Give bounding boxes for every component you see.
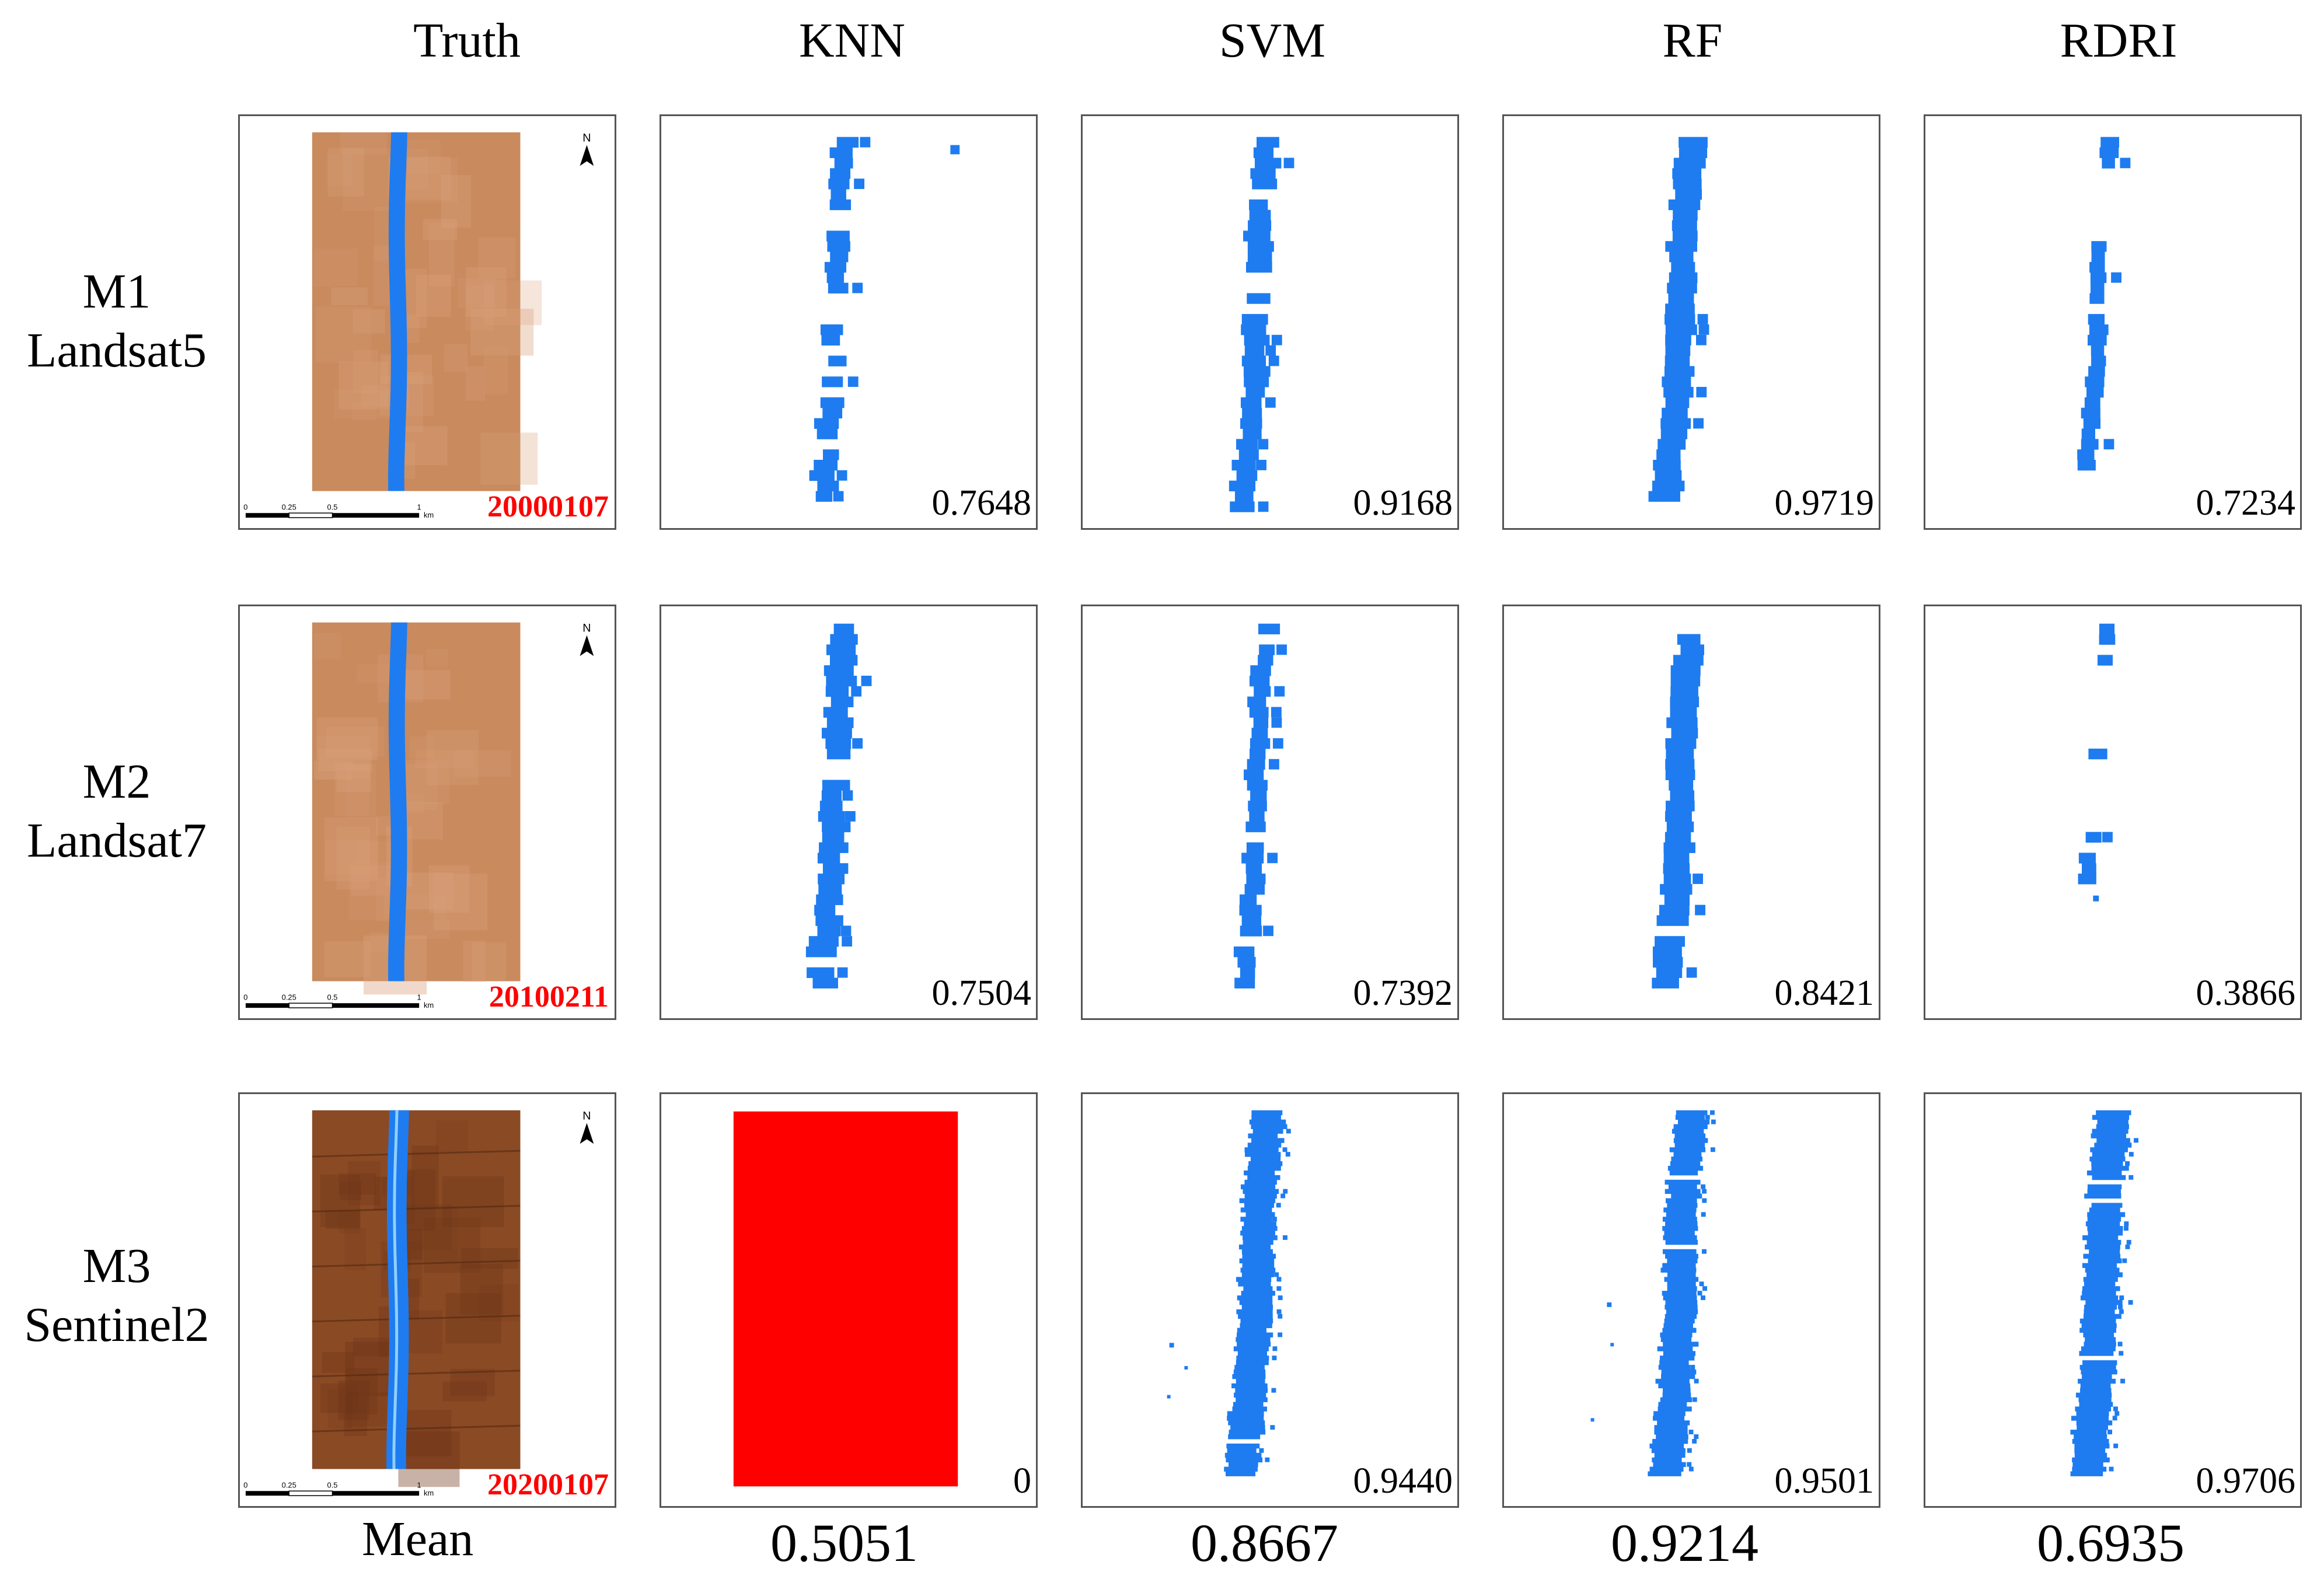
column-header-knn: KNN bbox=[799, 13, 905, 68]
scale-unit-label: km bbox=[424, 1001, 434, 1009]
north-label: N bbox=[582, 1110, 591, 1123]
north-arrow-icon: N bbox=[580, 132, 594, 166]
water-mask bbox=[809, 137, 960, 502]
scale-tick-label: 0 bbox=[243, 1480, 247, 1489]
accuracy-score: 0.8421 bbox=[1774, 973, 1875, 1013]
scale-tick-label: 0.25 bbox=[282, 993, 296, 1001]
column-header-rf: RF bbox=[1662, 13, 1723, 68]
acquisition-date: 20200107 bbox=[487, 1468, 609, 1501]
mean-value-knn: 0.5051 bbox=[770, 1513, 918, 1573]
river-shape bbox=[388, 622, 407, 981]
acquisition-date: 20000107 bbox=[487, 490, 609, 523]
accuracy-score: 0.9501 bbox=[1774, 1461, 1875, 1501]
water-mask bbox=[2078, 623, 2116, 902]
panel-rdri-m3: 0.9706 bbox=[1924, 1092, 2302, 1508]
scale-tick-label: 0 bbox=[243, 502, 247, 511]
water-mask bbox=[1652, 634, 1705, 988]
scale-tick-label: 0.5 bbox=[327, 502, 338, 511]
row-label-m3: M3 Sentinel2 bbox=[0, 1237, 233, 1355]
mean-value-rdri: 0.6935 bbox=[2037, 1513, 2185, 1573]
row-label-m1: M1 Landsat5 bbox=[0, 263, 233, 380]
panel-knn-m1: 0.7648 bbox=[659, 114, 1038, 530]
mean-value-rf: 0.9214 bbox=[1611, 1513, 1758, 1573]
river-shape bbox=[388, 132, 407, 491]
north-label: N bbox=[582, 132, 591, 145]
panel-knn-m3: 0 bbox=[659, 1092, 1038, 1508]
panel-truth-m2: N 0 0.25 0.5 1 km 20100211 bbox=[238, 605, 616, 1020]
water-mask bbox=[2070, 1110, 2138, 1476]
scale-tick-label: 1 bbox=[417, 1480, 421, 1489]
water-mask bbox=[1229, 137, 1294, 512]
water-mask bbox=[2077, 137, 2131, 471]
column-header-truth: Truth bbox=[413, 13, 521, 68]
accuracy-score: 0.7504 bbox=[931, 973, 1032, 1013]
scale-tick-label: 0.5 bbox=[327, 1480, 338, 1489]
scale-tick-label: 0.5 bbox=[327, 993, 338, 1001]
scale-bar: 0 0.25 0.5 1km bbox=[243, 502, 434, 519]
acquisition-date: 20100211 bbox=[488, 980, 609, 1014]
panel-svm-m1: 0.9168 bbox=[1081, 114, 1459, 530]
accuracy-score: 0.7234 bbox=[2196, 483, 2296, 523]
column-header-svm: SVM bbox=[1219, 13, 1326, 68]
panel-rf-m3: 0.9501 bbox=[1502, 1092, 1880, 1508]
panel-rdri-m2: 0.3866 bbox=[1924, 605, 2302, 1020]
accuracy-score: 0.3866 bbox=[2196, 973, 2296, 1013]
row-sensor: Landsat5 bbox=[27, 323, 207, 378]
accuracy-score: 0.7648 bbox=[931, 483, 1032, 523]
mean-label: Mean bbox=[362, 1512, 474, 1566]
satellite-image bbox=[312, 132, 542, 491]
scale-bar: 0 0.25 0.5 1km bbox=[243, 1480, 434, 1497]
mean-value-svm: 0.8667 bbox=[1191, 1513, 1338, 1573]
panel-svm-m2: 0.7392 bbox=[1081, 605, 1459, 1020]
water-mask bbox=[1233, 623, 1287, 988]
accuracy-score: 0.9168 bbox=[1353, 483, 1453, 523]
water-mask bbox=[1167, 1110, 1291, 1476]
scale-tick-label: 1 bbox=[417, 993, 421, 1001]
north-arrow-icon: N bbox=[580, 1110, 594, 1144]
row-sensor: Sentinel2 bbox=[24, 1297, 210, 1352]
water-mask bbox=[1590, 1110, 1716, 1476]
satellite-image bbox=[312, 1110, 521, 1487]
scale-tick-label: 1 bbox=[417, 502, 421, 511]
scale-unit-label: km bbox=[424, 1489, 434, 1497]
accuracy-score: 0.9706 bbox=[2196, 1461, 2296, 1501]
accuracy-score: 0 bbox=[1013, 1461, 1031, 1501]
scale-tick-label: 0.25 bbox=[282, 502, 296, 511]
panel-truth-m1: N 0 0.25 0.5 1 km 20000107 bbox=[238, 114, 616, 530]
accuracy-score: 0.9440 bbox=[1353, 1461, 1453, 1501]
panel-knn-m2: 0.7504 bbox=[659, 605, 1038, 1020]
failed-classification-fill bbox=[733, 1111, 958, 1487]
column-header-rdri: RDRI bbox=[2060, 13, 2178, 68]
satellite-image bbox=[312, 622, 521, 995]
river-shape bbox=[386, 1110, 409, 1469]
scale-tick-label: 0.25 bbox=[282, 1480, 296, 1489]
panel-truth-m3: N 0 0.25 0.5 1 km 20200107 bbox=[238, 1092, 616, 1508]
row-sensor: Landsat7 bbox=[27, 813, 207, 868]
panel-rf-m1: 0.9719 bbox=[1502, 114, 1880, 530]
row-label-m2: M2 Landsat7 bbox=[0, 753, 233, 871]
panel-svm-m3: 0.9440 bbox=[1081, 1092, 1459, 1508]
row-model: M2 bbox=[82, 754, 151, 809]
row-model: M3 bbox=[82, 1239, 151, 1293]
water-mask bbox=[1648, 137, 1709, 502]
scale-tick-label: 0 bbox=[243, 993, 247, 1001]
north-label: N bbox=[582, 622, 591, 635]
scale-unit-label: km bbox=[424, 511, 434, 519]
panel-rdri-m1: 0.7234 bbox=[1924, 114, 2302, 530]
panel-rf-m2: 0.8421 bbox=[1502, 605, 1880, 1020]
water-mask bbox=[805, 623, 872, 988]
accuracy-score: 0.9719 bbox=[1774, 483, 1875, 523]
row-model: M1 bbox=[82, 264, 151, 319]
scale-bar: 0 0.25 0.5 1km bbox=[243, 993, 434, 1009]
accuracy-score: 0.7392 bbox=[1353, 973, 1453, 1013]
north-arrow-icon: N bbox=[580, 622, 594, 656]
